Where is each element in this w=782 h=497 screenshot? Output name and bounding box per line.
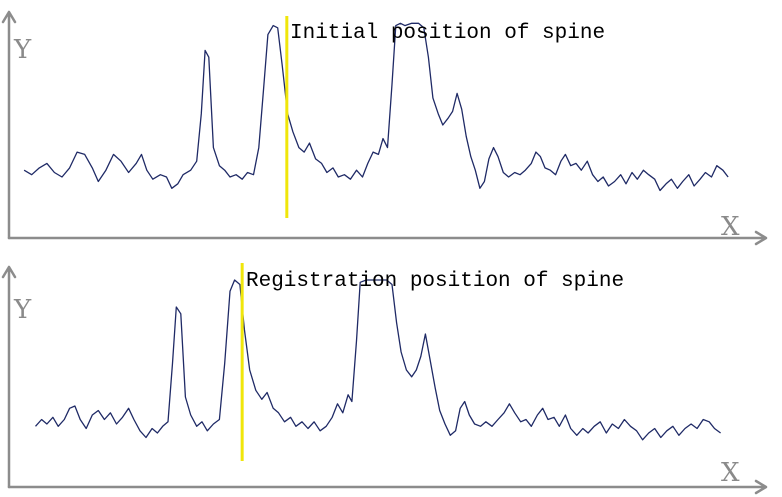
chart-panel-initial: Y X Initial position of spine bbox=[1, 10, 768, 246]
y-axis-line bbox=[1, 10, 17, 240]
signal-line bbox=[23, 22, 729, 192]
annotation-registration-position: Registration position of spine bbox=[246, 270, 624, 293]
chart-panel-registration: Y X Registration position of spine bbox=[1, 263, 768, 495]
y-axis-label: Y bbox=[13, 295, 32, 325]
x-axis-label: X bbox=[721, 212, 740, 242]
y-axis-label: Y bbox=[13, 35, 32, 65]
y-axis-line bbox=[1, 265, 17, 489]
x-axis-line bbox=[7, 479, 768, 495]
x-axis-line bbox=[7, 230, 768, 246]
x-axis-label: X bbox=[721, 458, 740, 488]
annotation-initial-position: Initial position of spine bbox=[290, 22, 605, 45]
signal-line bbox=[35, 279, 721, 441]
